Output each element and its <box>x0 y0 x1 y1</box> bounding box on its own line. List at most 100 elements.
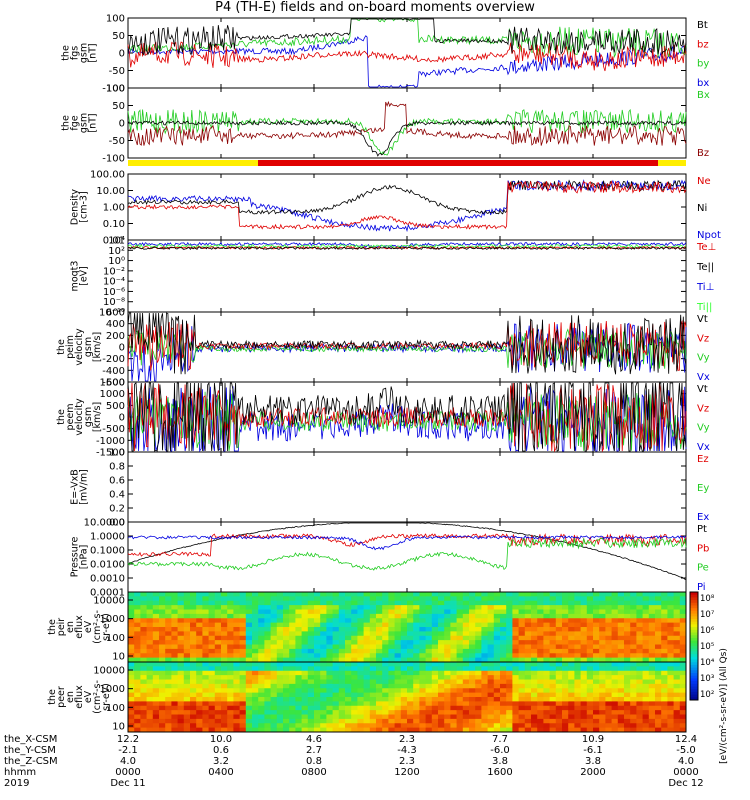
spectrogram-cell <box>233 714 241 720</box>
x-tick-label: 7.7 <box>492 734 508 745</box>
spectrogram-cell <box>295 718 303 724</box>
spectrogram-cell <box>611 710 619 715</box>
spectrogram-cell <box>295 622 303 628</box>
spectrogram-cell <box>425 723 433 729</box>
spectrogram-cell <box>332 653 340 659</box>
spectrogram-cell <box>661 692 668 698</box>
spectrogram-cell <box>233 600 241 606</box>
spectrogram-cell <box>295 613 303 619</box>
series-Vy <box>127 328 687 369</box>
spectrogram-cell <box>518 640 526 645</box>
spectrogram-cell <box>388 605 396 610</box>
spectrogram-cell <box>264 670 272 676</box>
spectrogram-cell <box>171 648 179 654</box>
spectrogram-cell <box>202 718 210 724</box>
spectrogram-cell <box>214 605 222 610</box>
spectrogram-cell <box>289 679 296 685</box>
spectrogram-cell <box>264 600 272 606</box>
spectrogram-cell <box>301 653 309 659</box>
spectrogram-cell <box>555 600 563 606</box>
spectrogram-cell <box>456 666 464 672</box>
spectrogram-cell <box>363 701 371 707</box>
spectrogram-cell <box>376 727 383 733</box>
spectrogram-cell <box>537 644 544 650</box>
spectrogram-cell <box>624 666 631 672</box>
spectrogram-cell <box>624 600 631 606</box>
colorbar-cell <box>690 648 698 652</box>
spectrogram-cell <box>283 596 290 602</box>
spectrogram-cell <box>593 710 600 715</box>
spectrogram-cell <box>307 710 315 715</box>
spectrogram-cell <box>314 675 321 680</box>
spectrogram-cell <box>363 675 371 680</box>
spectrogram-cell <box>462 613 470 619</box>
spectrogram-cell <box>338 718 346 724</box>
spectrogram-cell <box>475 631 482 637</box>
colorbar-cell <box>690 686 698 690</box>
spectrogram-cell <box>555 723 563 729</box>
spectrogram-cell <box>140 592 148 597</box>
spectrogram-cell <box>642 697 650 702</box>
spectrogram-cell <box>537 648 544 654</box>
spectrogram-cell <box>363 627 371 632</box>
spectrogram-cell <box>140 670 148 676</box>
spectrogram-cell <box>134 640 141 645</box>
spectrogram-cell <box>642 727 650 733</box>
spectrogram-cell <box>450 666 458 672</box>
spectrogram-cell <box>307 648 315 654</box>
spectrogram-cell <box>506 701 513 707</box>
spectrogram-cell <box>679 657 687 663</box>
spectrogram-cell <box>134 618 141 624</box>
spectrogram-cell <box>128 613 135 619</box>
spectrogram-cell <box>605 657 613 663</box>
spectrogram-cell <box>252 692 259 698</box>
spectrogram-cell <box>190 727 197 733</box>
spectrogram-cell <box>165 662 172 667</box>
spectrogram-cell <box>624 653 631 659</box>
spectrogram-cell <box>431 609 439 615</box>
spectrogram-cell <box>469 670 476 676</box>
spectrogram-cell <box>500 657 507 663</box>
spectrogram-cell <box>506 727 513 733</box>
spectrogram-cell <box>425 635 433 641</box>
spectrogram-cell <box>357 622 365 628</box>
spectrogram-cell <box>673 613 681 619</box>
spectrogram-cell <box>208 618 216 624</box>
spectrogram-cell <box>531 723 538 729</box>
spectrogram-cell <box>667 679 675 685</box>
spectrogram-cell <box>196 596 203 602</box>
spectrogram-cell <box>338 605 346 610</box>
panel-frame <box>127 239 687 313</box>
spectrogram-cell <box>655 675 662 680</box>
spectrogram-cell <box>388 653 396 659</box>
spectrogram-cell <box>475 688 482 694</box>
y-axis-label: gsm <box>79 113 90 133</box>
spectrogram-cell <box>388 613 396 619</box>
colorbar-cell <box>690 605 698 609</box>
spectrogram-cell <box>630 670 637 676</box>
spectrogram-cell <box>462 723 470 729</box>
spectrogram-cell <box>283 710 290 715</box>
spectrogram-cell <box>555 701 563 707</box>
y-tick-label: 100 <box>106 84 125 95</box>
y-tick-label: 0.1000 <box>90 546 125 557</box>
spectrogram-cell <box>159 723 166 729</box>
spectrogram-cell <box>369 714 377 720</box>
spectrogram-cell <box>512 679 520 685</box>
spectrogram-cell <box>345 627 352 632</box>
spectrogram-cell <box>599 648 606 654</box>
spectrogram-cell <box>462 710 470 715</box>
x-tick-label: Dec 11 <box>110 778 145 789</box>
spectrogram-cell <box>425 648 433 654</box>
spectrogram-cell <box>679 701 687 707</box>
y-axis-label: the <box>56 339 67 355</box>
spectrogram-cell <box>214 592 222 597</box>
spectrogram-cell <box>345 631 352 637</box>
spectrogram-cell <box>357 596 365 602</box>
spectrogram-cell <box>202 675 210 680</box>
spectrogram-cell <box>599 640 606 645</box>
spectrogram-cell <box>320 701 327 707</box>
spectrogram-cell <box>586 697 594 702</box>
spectrogram-cell <box>152 666 160 672</box>
spectrogram-cell <box>524 648 532 654</box>
